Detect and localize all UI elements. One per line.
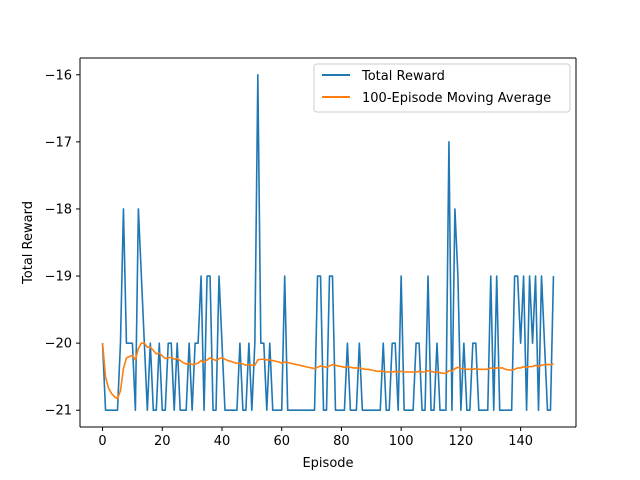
y-tick-label: −17 [45,135,72,150]
y-tick-label: −19 [45,270,72,285]
y-tick-label: −21 [45,404,72,419]
x-tick-label: 0 [98,434,106,449]
legend-box [313,63,571,113]
x-tick-label: 60 [273,434,290,449]
y-tick-label: −20 [45,337,72,352]
x-tick-label: 140 [508,434,533,449]
y-tick-label: −16 [45,68,72,83]
x-axis-label: Episode [302,456,353,471]
x-tick-label: 100 [389,434,414,449]
x-axis-ticks: 0 20 40 60 80 100 120 140 [98,427,533,449]
x-tick-label: 120 [448,434,473,449]
x-tick-label: 40 [214,434,231,449]
legend-label-total-reward: Total Reward [361,69,445,84]
series-layer [101,73,555,412]
y-axis-ticks: −21 −20 −19 −18 −17 −16 [45,68,80,419]
x-tick-label: 80 [333,434,350,449]
series-line-total-reward [101,73,555,412]
legend-label-moving-average: 100-Episode Moving Average [362,91,551,106]
legend: Total Reward 100-Episode Moving Average [313,63,571,113]
y-tick-label: −18 [45,202,72,217]
x-tick-label: 20 [154,434,171,449]
series-line-100-episode-moving-average [101,342,554,400]
y-axis-label: Total Reward [21,201,36,285]
